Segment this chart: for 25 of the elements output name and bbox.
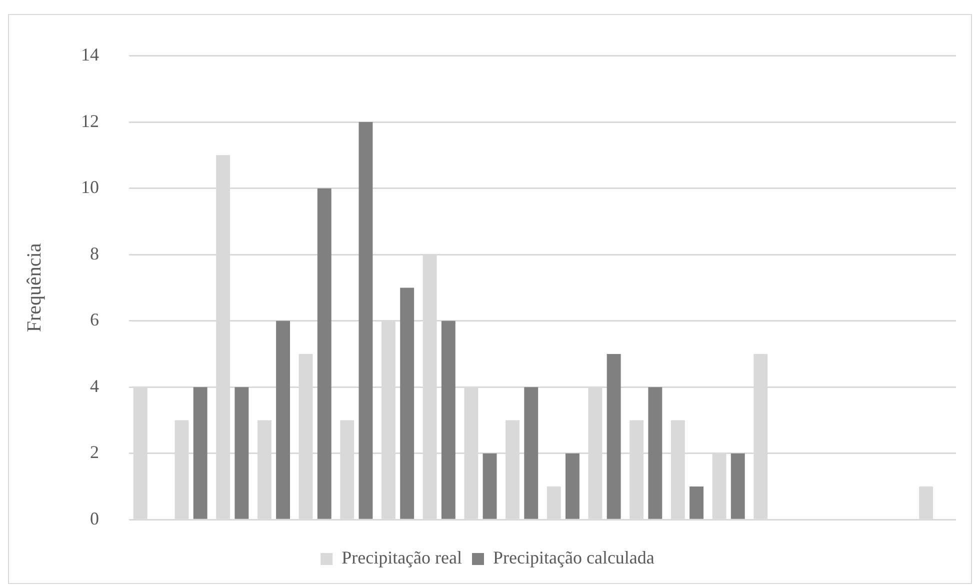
y-tick-label: 6 [90,310,99,330]
bar [317,188,332,519]
y-tick-label: 14 [81,44,99,65]
y-tick-label: 10 [81,177,99,198]
bar [276,320,290,519]
bar [648,387,662,519]
y-tick-label: 12 [81,110,99,131]
y-tick-label: 8 [90,243,99,264]
legend-label: Precipitação real [342,548,462,568]
bar [193,387,208,519]
bar [441,320,456,519]
bar [606,354,621,519]
bar [234,387,249,519]
y-tick-label: 4 [90,376,99,396]
bar [690,486,704,519]
y-tick-label: 2 [90,442,99,462]
bar [524,387,538,519]
y-axis-title: Frequência [23,243,46,332]
bar [482,453,497,519]
bar [400,288,414,519]
y-tick-label: 0 [90,508,99,528]
bar [566,453,580,519]
bar [358,122,373,519]
legend-label: Precipitação calculada [493,548,654,568]
bar [730,453,745,519]
